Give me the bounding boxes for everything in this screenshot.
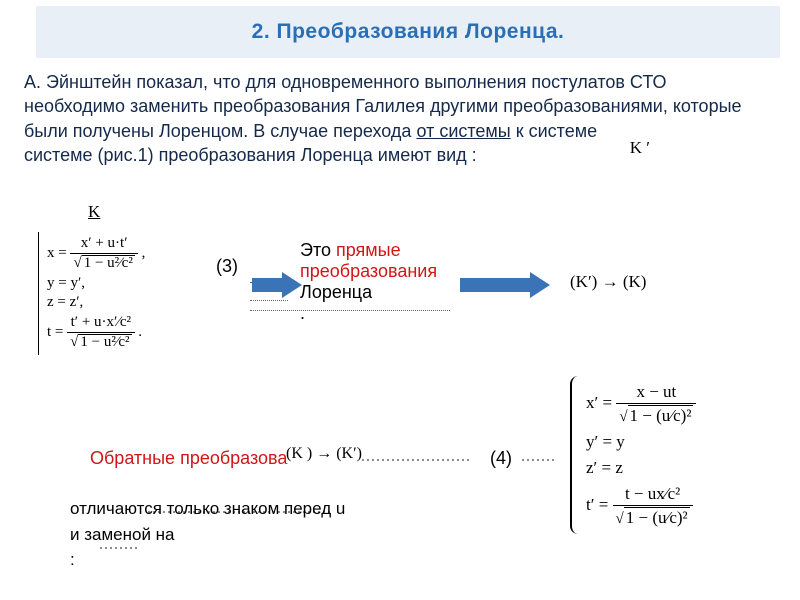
eq-x-frac: x′ + u·t′ 1 − u²⁄c² (70, 236, 137, 272)
eq-t-num: t′ + u·x′⁄c² (67, 315, 134, 333)
para-post: (рис.1) преобразования Лоренца имеют вид… (98, 145, 477, 165)
eq-x-den-inside: 1 − u²⁄c² (82, 255, 135, 272)
forward-label: Это прямые преобразования Лоренца . (300, 240, 460, 324)
ieq-z: z′ = z (586, 458, 776, 478)
ieq-y: y′ = y (586, 432, 776, 452)
to-system-pre: к системе (516, 121, 597, 141)
eq-t-den: 1 − u²⁄c² (67, 333, 134, 351)
eq-t-den-inside: 1 − u²⁄c² (78, 334, 131, 351)
inv-colon: : (70, 550, 75, 569)
fwd-post: Лоренца (300, 282, 372, 302)
eq-x-den: 1 − u²⁄c² (70, 254, 137, 272)
section-header: 2. Преобразования Лоренца. (36, 6, 780, 58)
equation-number-4: (4) (490, 448, 512, 469)
ieq-t-num: t − ux⁄c² (613, 484, 693, 506)
fwd-pre: Это (300, 240, 336, 260)
fwd-dot: . (300, 303, 305, 323)
eq-t-lhs: t = (47, 324, 63, 340)
k-prime-symbol: K ′ (630, 138, 650, 158)
eq-t: t = t′ + u·x′⁄c² 1 − u²⁄c² . (47, 315, 145, 351)
eq-z: z = z′, (47, 295, 145, 311)
k-symbol: K (88, 202, 100, 222)
ieq-x-num: x − ut (616, 382, 696, 404)
ieq-t-lhs: t′ = (586, 495, 608, 514)
ieq-t-frac: t − ux⁄c² 1 − (u⁄c)² (613, 484, 693, 528)
intro-paragraph: А. Эйнштейн показал, что для одновременн… (24, 70, 770, 167)
eq-x-comma: , (142, 245, 146, 261)
inverse-title: Обратные преобразова (90, 448, 287, 469)
to-system-line: системе (24, 145, 93, 165)
eq-x-num: x′ + u·t′ (70, 236, 137, 254)
from-system: от системы (416, 121, 510, 141)
eq-x-lhs: x = (47, 245, 67, 261)
ieq-t: t′ = t − ux⁄c² 1 − (u⁄c)² (586, 484, 776, 528)
para-pre: А. Эйнштейн показал, что для одновременн… (24, 72, 742, 141)
eq-y: y = y′, (47, 276, 145, 292)
inv-line1: отличаются только знаком перед u (70, 499, 345, 518)
ieq-t-den-inside: 1 − (u⁄c)² (624, 507, 690, 528)
dotted-line-1 (250, 280, 288, 283)
equation-number-3: (3) (216, 256, 238, 277)
arrow-2-icon (460, 272, 550, 298)
k-to-kprime-box: (K ) → (K′) (286, 445, 362, 463)
ieq-x-frac: x − ut 1 − (u⁄c)² (616, 382, 696, 426)
ieq-x-lhs: x′ = (586, 393, 612, 412)
arrow-1-icon (252, 272, 302, 298)
inverse-extra: отличаются только знаком перед u и замен… (70, 496, 510, 573)
dotted-line-2 (250, 298, 288, 301)
section-title: 2. Преобразования Лоренца. (252, 20, 565, 44)
inv-line2: и заменой на (70, 525, 175, 544)
ieq-x-den: 1 − (u⁄c)² (616, 404, 696, 426)
ieq-t-den: 1 − (u⁄c)² (613, 506, 693, 528)
eq-t-dot: . (138, 324, 142, 340)
inverse-equations: x′ = x − ut 1 − (u⁄c)² y′ = y z′ = z t′ … (572, 376, 776, 534)
ieq-x: x′ = x − ut 1 − (u⁄c)² (586, 382, 776, 426)
eq-t-frac: t′ + u·x′⁄c² 1 − u²⁄c² (67, 315, 134, 351)
eq-x: x = x′ + u·t′ 1 − u²⁄c² , (47, 236, 145, 272)
ieq-x-den-inside: 1 − (u⁄c)² (628, 405, 694, 426)
forward-equations: x = x′ + u·t′ 1 − u²⁄c² , y = y′, z = z′… (38, 232, 145, 355)
kprime-to-k-box: (K′) → (K) (570, 272, 646, 292)
